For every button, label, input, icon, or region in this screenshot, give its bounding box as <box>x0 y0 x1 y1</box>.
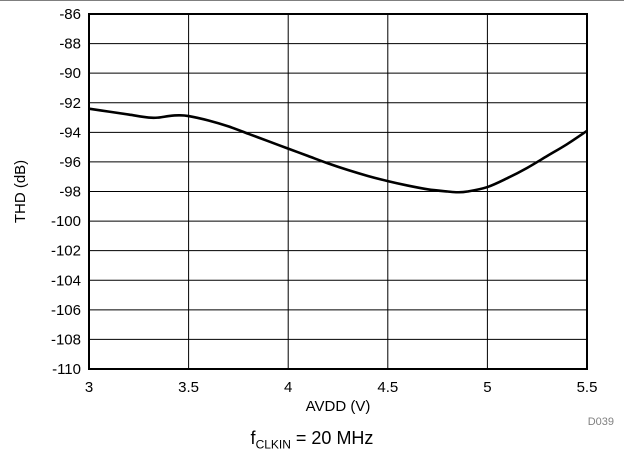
y-axis-label: THD (dB) <box>12 160 29 223</box>
x-axis-label: AVDD (V) <box>306 398 371 415</box>
x-tick-labels: 3 3.5 4 4.5 5 5.5 <box>85 379 598 396</box>
y-tick-label: -106 <box>51 302 81 319</box>
chart-caption: fCLKIN = 20 MHz <box>0 428 624 452</box>
x-tick-label: 4.5 <box>377 379 398 396</box>
y-tick-label: -90 <box>59 65 81 82</box>
y-tick-labels: -86 -88 -90 -92 -94 -96 -98 -100 -102 -104 -106 -10… <box>51 6 81 378</box>
thd-series-line <box>88 107 588 194</box>
x-tick-label: 5 <box>483 379 491 396</box>
y-tick-label: -100 <box>51 213 81 230</box>
caption-prefix: f <box>250 428 256 448</box>
y-tick-label: -110 <box>52 361 81 378</box>
y-tick-label: -102 <box>51 243 81 260</box>
top-border-line <box>0 0 624 1</box>
x-tick-label: 4 <box>284 379 292 396</box>
caption-suffix: = 20 MHz <box>290 428 374 448</box>
y-tick-label: -108 <box>51 331 81 348</box>
y-tick-label: -88 <box>59 36 81 53</box>
y-tick-label: -86 <box>59 6 81 23</box>
x-tick-label: 5.5 <box>577 379 598 396</box>
grid-lines <box>88 13 588 370</box>
y-tick-label: -96 <box>59 154 81 171</box>
series-lines <box>88 107 588 194</box>
caption-subscript: CLKIN <box>255 437 291 452</box>
x-tick-label: 3 <box>85 379 93 396</box>
figure-code: D039 <box>588 416 614 428</box>
x-tick-label: 3.5 <box>178 379 199 396</box>
y-tick-label: -92 <box>59 95 81 112</box>
plot-area-frame <box>88 13 588 370</box>
y-tick-label: -94 <box>59 124 81 141</box>
y-tick-label: -98 <box>59 184 81 201</box>
y-tick-label: -104 <box>51 272 81 289</box>
